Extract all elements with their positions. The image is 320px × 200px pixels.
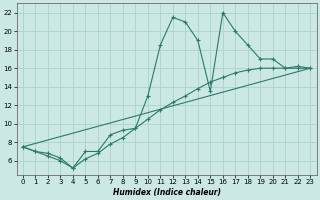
X-axis label: Humidex (Indice chaleur): Humidex (Indice chaleur) (113, 188, 220, 197)
